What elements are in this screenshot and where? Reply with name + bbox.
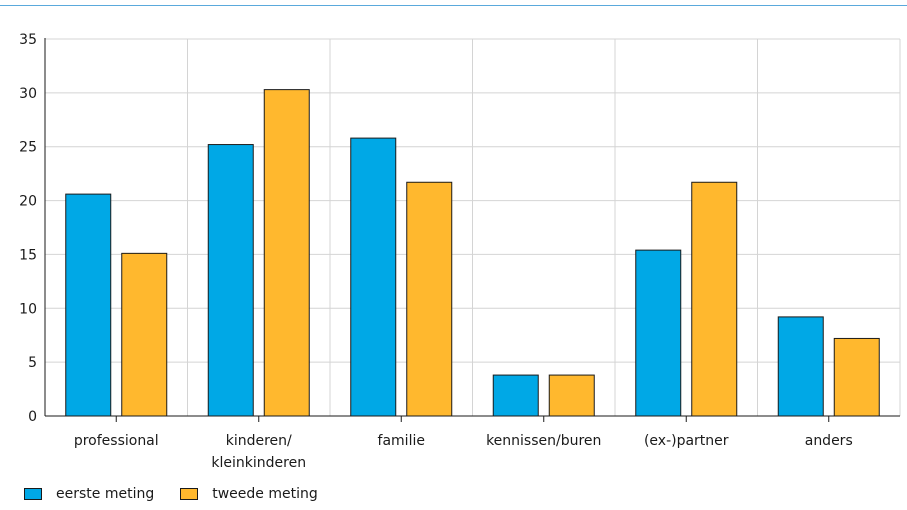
bar-tweede-meting-3	[548, 374, 595, 417]
legend-item-eerste-meting: eerste meting	[24, 486, 154, 502]
y-tick-label-15: 15	[19, 247, 37, 263]
bar-eerste-meting-5	[777, 316, 824, 417]
bar-tweede-meting-0	[121, 252, 168, 417]
legend-swatch-tweede-meting	[180, 488, 199, 500]
category-label-1-line-0: kinderen/	[226, 433, 292, 449]
category-label-2: familie	[378, 433, 425, 449]
legend-label-eerste-meting: eerste meting	[56, 486, 155, 502]
y-tick-labels: 0 5 10 15 20 25 30 35	[19, 32, 37, 425]
category-labels: professional kinderen/kleinkinderen famili…	[74, 433, 853, 471]
y-tick-label-0: 0	[28, 409, 37, 425]
bars	[65, 89, 880, 417]
bar-eerste-meting-1	[207, 144, 254, 417]
legend-swatch-eerste-meting	[24, 488, 42, 500]
bar-eerste-meting-0	[65, 193, 112, 417]
legend: eerste meting tweede meting	[24, 486, 344, 502]
top-divider	[0, 5, 907, 6]
bar-tweede-meting-4	[691, 181, 738, 417]
bar-tweede-meting-5	[833, 337, 880, 417]
category-label-4: (ex-)partner	[644, 433, 729, 449]
bar-eerste-meting-2	[350, 137, 397, 417]
bar-tweede-meting-2	[406, 181, 453, 417]
y-tick-label-20: 20	[19, 194, 37, 210]
axes	[44, 38, 900, 422]
category-label-0: professional	[74, 433, 159, 449]
y-tick-label-5: 5	[28, 355, 37, 371]
legend-label-tweede-meting: tweede meting	[212, 486, 318, 502]
y-tick-label-30: 30	[19, 86, 37, 102]
bar-eerste-meting-4	[635, 249, 682, 417]
y-tick-label-35: 35	[19, 32, 37, 48]
bar-tweede-meting-1	[263, 89, 310, 417]
legend-item-tweede-meting: tweede meting	[180, 486, 318, 502]
y-tick-label-25: 25	[19, 140, 37, 156]
bar-eerste-meting-3	[492, 374, 539, 417]
category-label-5: anders	[805, 433, 853, 449]
y-tick-label-10: 10	[19, 301, 37, 317]
grid-lines	[45, 38, 901, 416]
category-label-3: kennissen/buren	[486, 433, 601, 449]
category-label-1-line-1: kleinkinderen	[211, 455, 306, 471]
bar-chart: 0 5 10 15 20 25 30 35 professional kinderen/klei…	[19, 32, 901, 471]
